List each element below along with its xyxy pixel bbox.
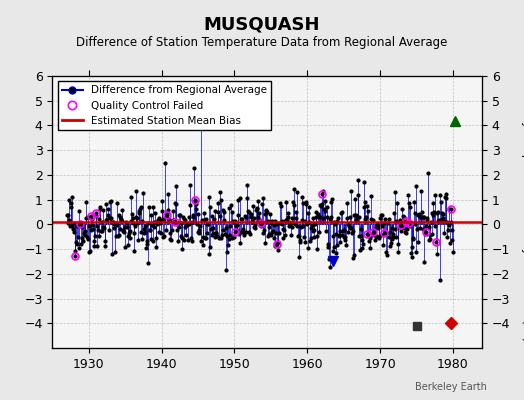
Y-axis label: Monthly Temperature Anomaly Difference (°C): Monthly Temperature Anomaly Difference (… xyxy=(521,83,524,341)
Text: Difference of Station Temperature Data from Regional Average: Difference of Station Temperature Data f… xyxy=(77,36,447,49)
Text: MUSQUASH: MUSQUASH xyxy=(204,16,320,34)
Text: Berkeley Earth: Berkeley Earth xyxy=(416,382,487,392)
